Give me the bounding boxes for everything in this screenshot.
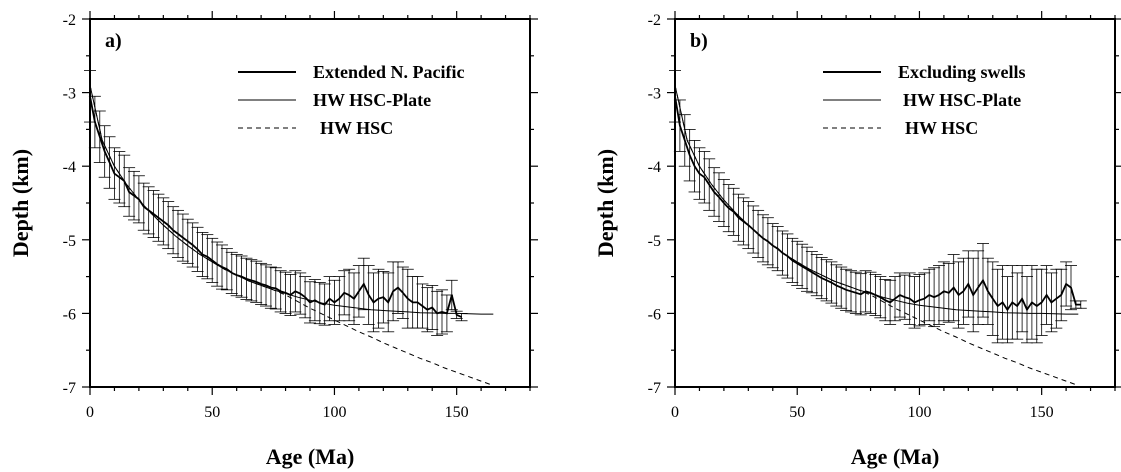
- tick-labels: 0 50 100 150 -2 -3 -4 -5 -6 -7: [63, 12, 469, 421]
- axis-ticks: [82, 11, 538, 395]
- data-layer: [669, 70, 1087, 386]
- legend: Extended N. Pacific HW HSC-Plate HW HSC: [238, 62, 464, 138]
- tick-labels: 0 50 100 150 -2 -3 -4 -5 -6 -7: [648, 12, 1054, 421]
- x-tick-label: 50: [789, 404, 805, 421]
- x-tick-label: 150: [1030, 404, 1054, 421]
- y-tick-label: -6: [63, 306, 76, 323]
- panel-label: b): [690, 30, 708, 52]
- x-tick-label: 100: [907, 404, 931, 421]
- panel-b: 0 50 100 150 -2 -3 -4 -5 -6 -7 b) Age (Ma) Depth …: [593, 11, 1121, 469]
- series-line-1: [89, 85, 494, 315]
- x-tick-label: 150: [445, 404, 469, 421]
- y-tick-label: -6: [648, 306, 661, 323]
- y-axis-title: Depth (km): [593, 149, 618, 257]
- legend: Excluding swells HW HSC-Plate HW HSC: [823, 62, 1026, 138]
- y-tick-label: -5: [63, 233, 76, 250]
- panel-label: a): [105, 30, 122, 52]
- y-tick-label: -3: [648, 86, 661, 103]
- y-tick-label: -3: [63, 86, 76, 103]
- y-tick-label: -5: [648, 233, 661, 250]
- y-tick-label: -4: [648, 159, 661, 176]
- data-layer: [84, 70, 494, 386]
- series-line-0: [89, 96, 462, 318]
- y-tick-label: -7: [648, 380, 661, 397]
- series-line-2: [89, 85, 494, 386]
- y-tick-label: -2: [648, 12, 661, 29]
- series-line-2: [674, 85, 1079, 386]
- x-axis-title: Age (Ma): [266, 444, 355, 469]
- series-line-1: [674, 85, 1079, 315]
- x-axis-title: Age (Ma): [851, 444, 940, 469]
- legend-label-2: HW HSC: [320, 118, 393, 138]
- legend-label-2: HW HSC: [905, 118, 978, 138]
- x-tick-label: 50: [204, 404, 220, 421]
- panel-a: 0 50 100 150 -2 -3 -4 -5 -6 -7 a) Age (Ma) Depth …: [8, 11, 538, 469]
- x-tick-label: 0: [671, 404, 679, 421]
- x-tick-label: 0: [86, 404, 94, 421]
- legend-label-0: Extended N. Pacific: [313, 62, 464, 82]
- y-tick-label: -2: [63, 12, 76, 29]
- legend-label-1: HW HSC-Plate: [903, 90, 1021, 110]
- x-tick-label: 100: [322, 404, 346, 421]
- legend-label-1: HW HSC-Plate: [313, 90, 431, 110]
- y-axis-title: Depth (km): [8, 149, 33, 257]
- axis-ticks: [667, 11, 1121, 395]
- y-tick-label: -4: [63, 159, 76, 176]
- y-tick-label: -7: [63, 380, 76, 397]
- legend-label-0: Excluding swells: [898, 62, 1026, 82]
